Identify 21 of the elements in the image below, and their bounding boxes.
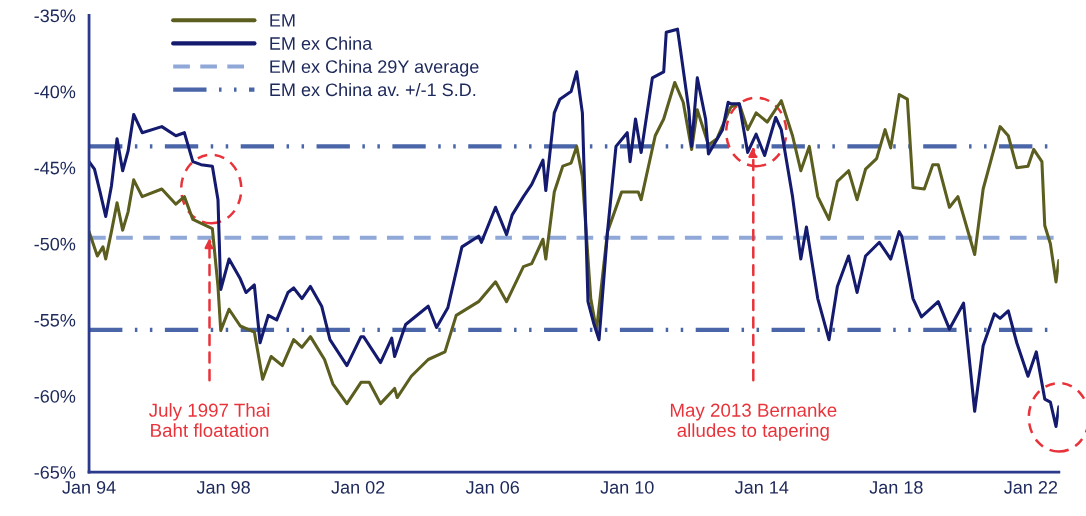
legend-label: EM ex China av. +/-1 S.D. <box>270 82 476 97</box>
y-tick-label: -40% <box>34 85 76 99</box>
y-tick-label: -35% <box>34 9 76 23</box>
annotation: July 1997 Thai Baht floatation <box>148 403 270 438</box>
y-tick-label: -60% <box>34 389 76 403</box>
y-tick-label: -45% <box>34 161 76 175</box>
x-tick-label: Jan 02 <box>331 480 385 494</box>
x-tick-label: Jan 14 <box>734 481 789 494</box>
legend-label: EM ex China 29Y average <box>270 59 479 77</box>
x-tick-label: Jan 18 <box>869 480 923 494</box>
x-tick-label: Jan 22 <box>1004 480 1058 494</box>
legend-label: EM <box>270 14 295 27</box>
y-tick-label: -55% <box>34 313 76 327</box>
x-tick-label: Jan 98 <box>196 480 250 494</box>
legend-label: EM ex China <box>270 36 373 50</box>
y-tick-label: -50% <box>34 237 76 251</box>
x-tick-label: Jan 10 <box>600 480 654 494</box>
y-tick-label: -65% <box>34 466 76 479</box>
x-tick-label: Jan 06 <box>465 480 519 494</box>
annotation: May 2013 Bernanke alludes to tapering <box>670 403 837 441</box>
x-tick-label: Jan 94 <box>62 480 116 494</box>
